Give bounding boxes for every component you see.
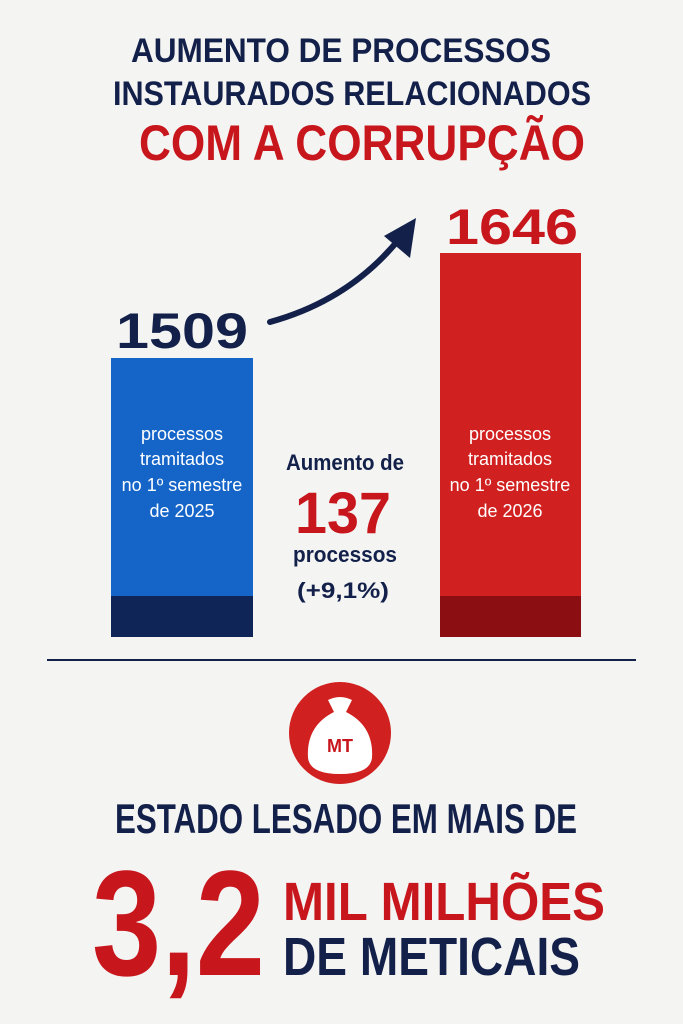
bar-label: no 1º semestre xyxy=(450,475,571,495)
arrow-head xyxy=(384,218,416,258)
money-bag xyxy=(307,697,373,774)
bar-label: tramitados xyxy=(140,449,224,469)
bar-label: processos xyxy=(469,424,551,444)
bar-label: processos xyxy=(141,424,223,444)
arrow xyxy=(267,235,403,325)
footer-amount: 3,2 xyxy=(92,839,265,1007)
title-line: INSTAURADOS RELACIONADOS xyxy=(113,75,591,113)
title-highlight: COM A CORRUPÇÃO xyxy=(139,115,585,171)
bar-label: de 2025 xyxy=(149,501,214,521)
bar-value: 1646 xyxy=(446,199,578,255)
title-line: AUMENTO DE PROCESSOS xyxy=(131,32,551,70)
bar xyxy=(111,358,253,637)
increase-unit: processos xyxy=(293,542,397,567)
footer-heading: ESTADO LESADO EM MAIS DE xyxy=(115,795,577,842)
footer-line: MIL MILHÕES xyxy=(283,872,605,932)
increase-value: 137 xyxy=(295,481,391,546)
bar-base xyxy=(111,596,253,637)
bar xyxy=(440,253,581,637)
bar-value: 1509 xyxy=(116,303,248,359)
bar-label: de 2026 xyxy=(477,501,542,521)
bar-base xyxy=(440,596,581,637)
footer-line: DE METICAIS xyxy=(283,927,580,987)
increase-intro: Aumento de xyxy=(286,450,404,475)
increase-percent: (+9,1%) xyxy=(297,578,389,603)
icon-label: MT xyxy=(327,736,353,756)
bar-label: no 1º semestre xyxy=(122,475,243,495)
bar-label: tramitados xyxy=(468,449,552,469)
